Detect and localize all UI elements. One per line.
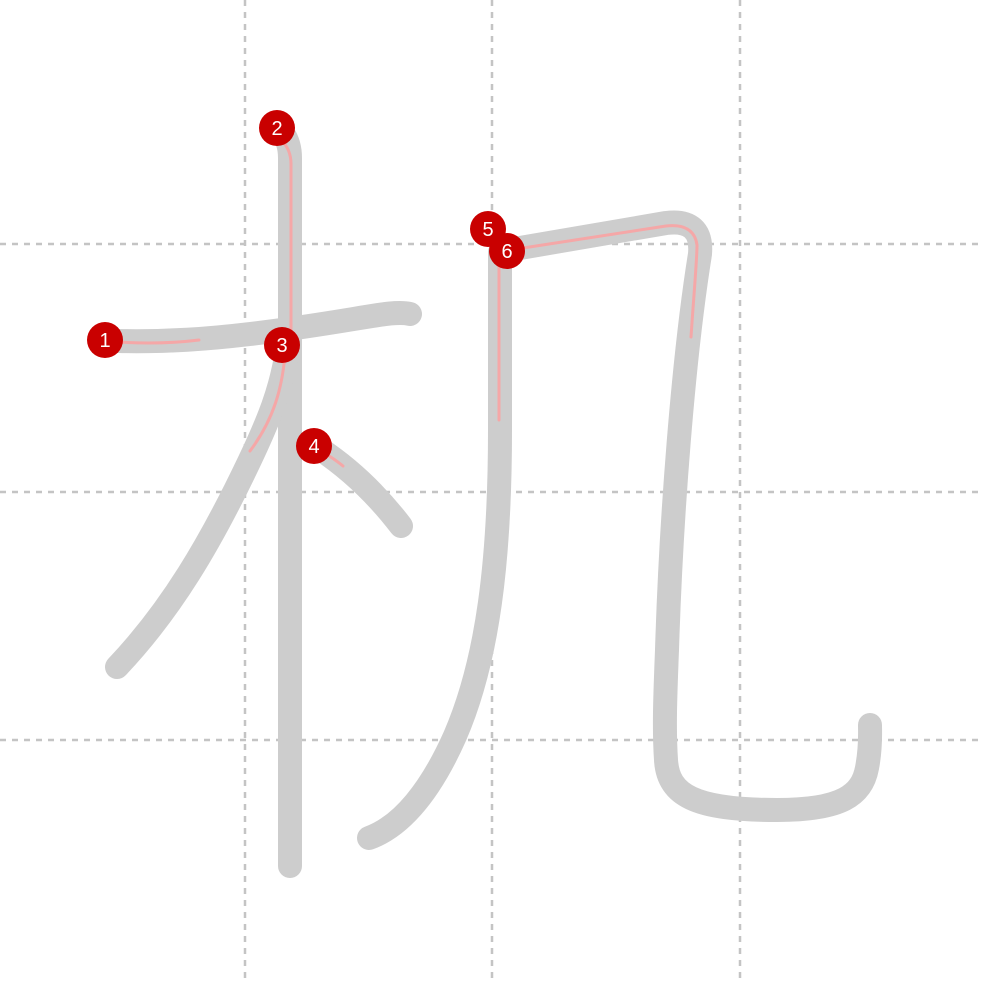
marker-number-2: 2 (271, 118, 282, 140)
marker-number-4: 4 (308, 436, 319, 458)
marker-circle-6 (489, 233, 525, 269)
stroke-1-guide (116, 338, 201, 345)
marker-number-6: 6 (501, 241, 512, 263)
marker-circle-4 (296, 428, 332, 464)
stroke-marker-6: 6 (489, 233, 525, 269)
marker-number-5: 5 (482, 219, 493, 241)
stroke-2 (269, 119, 302, 878)
stroke-6 (496, 210, 883, 822)
stroke-1 (106, 300, 422, 354)
stroke-3-guide (248, 353, 287, 453)
marker-number-1: 1 (99, 330, 110, 352)
marker-circle-3 (264, 327, 300, 363)
marker-circle-2 (259, 110, 295, 146)
marker-number-3: 3 (276, 335, 287, 357)
stroke-3 (105, 339, 299, 679)
stroke-order-markers: 1 2 3 4 5 6 (87, 110, 525, 464)
stroke-marker-4: 4 (296, 428, 332, 464)
stroke-marker-2: 2 (259, 110, 295, 146)
stroke-6-guide (508, 224, 699, 339)
stroke-5 (357, 240, 512, 850)
stroke-4 (308, 437, 413, 538)
marker-circle-1 (87, 322, 123, 358)
stroke-marker-1: 1 (87, 322, 123, 358)
stroke-marker-3: 3 (264, 327, 300, 363)
